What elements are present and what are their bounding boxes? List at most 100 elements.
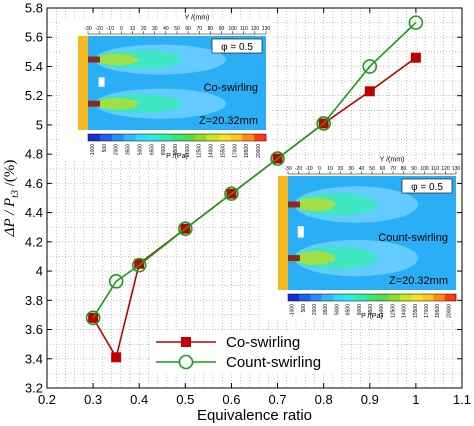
phi-label: φ = 0.5: [411, 182, 443, 193]
inset-axis-tick-label: 50: [174, 26, 180, 32]
colorbar-tick-label: 3500: [323, 304, 329, 315]
x-axis-label: Equivalence ratio: [197, 407, 312, 424]
colorbar-swatch: [299, 294, 311, 301]
y-tick-label: 4.8: [25, 147, 43, 162]
inset-axis-tick-label: 20: [338, 166, 344, 172]
inset-axis-tick-label: 80: [208, 26, 214, 32]
inset-axis-tick-label: 80: [401, 166, 407, 172]
colorbar-swatch: [366, 294, 378, 301]
data-point-circle: [131, 257, 147, 273]
inset-axis-tick-label: 120: [441, 166, 450, 172]
colorbar-tick-label: 17000: [232, 144, 238, 158]
series-count-swirling: [85, 15, 424, 326]
y-tick-label: 5.8: [25, 1, 43, 16]
legend-marker-circle: [178, 354, 194, 370]
inset-axis-tick-label: -10: [107, 26, 114, 32]
colorbar-swatch: [135, 134, 148, 141]
colorbar-tick-label: 9500: [173, 144, 179, 155]
inset-axis-tick-label: 0: [318, 166, 321, 172]
colorbar-swatch: [171, 134, 184, 141]
inset-axis-tick-label: 40: [163, 26, 169, 32]
colorbar-swatch: [321, 294, 334, 301]
phi-label: φ = 0.5: [221, 42, 253, 53]
data-point-circle: [316, 116, 331, 131]
colorbar-swatch: [194, 134, 207, 141]
colorbar-swatch: [88, 134, 101, 141]
colorbar-tick-label: 2000: [114, 144, 120, 155]
ticks: 0.2 0.3 0.4 0.5 0.6 0.7 0.8 0.9 1 1.1 3.2 3.4 3.6 3.8…: [25, 1, 471, 408]
colorbar-swatch: [411, 294, 423, 301]
jet-plume-core: [294, 197, 336, 212]
z-label: Z=20.32mm: [199, 115, 258, 127]
colorbar-swatch: [111, 134, 124, 141]
colorbar-tick-label: 12500: [197, 144, 203, 158]
inset-axis-tick-label: -30: [284, 166, 291, 172]
colorbar-swatch: [230, 134, 243, 141]
data-point-square: [111, 352, 122, 363]
inset-axis-tick-label: -10: [305, 166, 312, 172]
colorbar-tick-label: -1000: [90, 144, 96, 157]
colorbar-label: P /(Pa): [361, 313, 383, 320]
y-tick-label: 3.2: [25, 381, 43, 396]
inset-axis-title: Y /(mm): [185, 15, 210, 22]
colorbar-tick-label: 12500: [390, 304, 396, 318]
series-line: [92, 22, 417, 319]
inset-axis-title: Y /(mm): [380, 157, 405, 164]
colorbar-tick-label: 18500: [435, 304, 441, 318]
inset-axis-tick-label: 90: [219, 26, 225, 32]
inset-axis-tick-label: 130: [452, 166, 461, 172]
injector: [286, 255, 300, 262]
inset-axis-tick-label: 100: [228, 26, 237, 32]
colorbar-swatch: [388, 294, 401, 301]
inset-axis-tick-label: 50: [369, 166, 375, 172]
inset-title: Count-swirling: [378, 232, 448, 244]
inset-axis-tick-label: 60: [185, 26, 191, 32]
colorbar-tick-label: 8000: [161, 144, 167, 155]
colorbar-swatch: [147, 134, 160, 141]
inset-co: -30 -20 -10 0 10 20 30 40 50 60 70 80 90 100 110 120 130…: [60, 15, 270, 160]
inset-count: -30 -20 -10 0 10 20 30 40 50 60 70 80 90 100 110 120 130…: [260, 157, 461, 320]
inset-axis-tick-label: 10: [130, 26, 136, 32]
center-body: [98, 77, 105, 87]
y-axis-label-text: ΔP / Pt3 /(%): [2, 160, 21, 238]
colorbar-swatch: [242, 134, 255, 141]
inset-axis-tick-label: 100: [420, 166, 429, 172]
injector: [286, 201, 300, 208]
data-point-circle: [85, 310, 101, 326]
y-tick-label: 3.6: [25, 322, 43, 337]
phi-box: [401, 178, 453, 194]
inset-axis-tick-label: 10: [327, 166, 333, 172]
inset-axis-tick-label: 70: [196, 26, 202, 32]
jet-plume-core: [94, 53, 139, 66]
data-point-circle: [362, 59, 378, 74]
colorbar-swatch: [400, 294, 412, 301]
y-tick-label: 3.8: [25, 293, 43, 308]
y-tick-label: 4: [36, 264, 43, 279]
inset-axis-tick-label: 110: [240, 26, 248, 32]
insets: -30 -20 -10 0 10 20 30 40 50 60 70 80 90 100 110 120 130…: [60, 15, 461, 320]
colorbar-label: P /(Pa): [166, 153, 188, 160]
colorbar-swatch: [206, 134, 219, 141]
colorbar-tick-label: 17000: [424, 304, 430, 318]
y-tick-label: 4.6: [25, 176, 43, 191]
data-point-square: [364, 86, 375, 97]
y-tick-label: 3.4: [25, 351, 43, 366]
colorbar-swatch: [159, 134, 172, 141]
x-tick-label: 1.1: [453, 392, 471, 407]
y-tick-label: 4.2: [25, 234, 43, 249]
y-axis-label: ΔP / Pt3 /(%): [2, 160, 21, 238]
z-label: Z=20.32mm: [389, 275, 448, 287]
colorbar-swatch: [254, 134, 267, 141]
inset-axis-tick-label: 40: [359, 166, 365, 172]
colorbar-tick-label: 9500: [368, 304, 374, 315]
inset-axis-tick-label: 30: [348, 166, 354, 172]
colorbar-tick-label: 2000: [312, 304, 318, 315]
colorbar-swatch: [355, 294, 367, 301]
data-point-circle: [224, 186, 239, 201]
inset-title: Co-swirling: [204, 82, 258, 94]
colorbar-tick-label: 14000: [209, 144, 215, 158]
inset-axis-tick-label: 30: [152, 26, 158, 32]
inset-axis-tick-label: -20: [96, 26, 103, 32]
plot-frame: [46, 7, 463, 389]
injector: [86, 100, 100, 107]
